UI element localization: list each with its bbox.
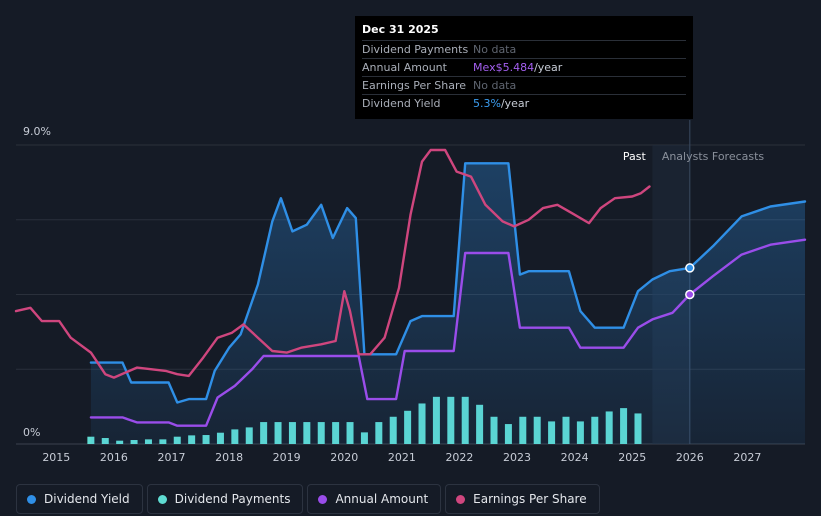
tooltip-unit: /year	[534, 61, 563, 74]
legend-dot-icon	[157, 494, 167, 504]
forecast-label: Analysts Forecasts	[662, 150, 765, 163]
past-label: Past	[623, 150, 647, 163]
x-tick-label: 2020	[330, 451, 358, 464]
dividend-yield-line	[89, 162, 807, 404]
tooltip-label: Earnings Per Share	[362, 79, 467, 92]
x-tick-label: 2026	[676, 451, 704, 464]
x-tick-label: 2024	[561, 451, 589, 464]
y-tick-label: 9.0%	[23, 125, 51, 138]
tooltip-label: Dividend Payments	[362, 43, 469, 56]
tooltip-value: No data	[473, 79, 517, 92]
tooltip-value: Mex$5.484	[473, 61, 535, 74]
tooltip-label: Annual Amount	[362, 61, 447, 74]
x-tick-label: 2018	[215, 451, 243, 464]
x-tick-label: 2025	[618, 451, 646, 464]
x-tick-label: 2022	[445, 451, 473, 464]
legend: Dividend Yield Dividend Payments Annual …	[16, 484, 600, 514]
x-tick-label: 2016	[100, 451, 128, 464]
tooltip-date: Dec 31 2025	[362, 23, 439, 36]
x-tick-label: 2021	[388, 451, 416, 464]
tooltip-label: Dividend Yield	[362, 97, 441, 110]
legend-label: Annual Amount	[335, 492, 429, 506]
tooltip-row-earnings-per-share: Earnings Per Share No data	[362, 76, 686, 94]
x-tick-label: 2017	[157, 451, 185, 464]
tooltip-row-annual-amount: Annual Amount Mex$5.484/year	[362, 58, 686, 76]
legend-label: Dividend Yield	[44, 492, 130, 506]
x-tick-label: 2027	[733, 451, 761, 464]
tooltip-row-dividend-payments: Dividend Payments No data	[362, 40, 686, 58]
tooltip: Dec 31 2025 Dividend Payments No data An…	[355, 16, 693, 119]
dividend-yield-area	[90, 163, 805, 445]
legend-label: Dividend Payments	[174, 492, 291, 506]
legend-item-annual-amount[interactable]: Annual Amount	[307, 484, 442, 514]
dividend-yield-marker	[685, 263, 695, 273]
y-tick-label: 0%	[23, 426, 40, 439]
legend-item-dividend-payments[interactable]: Dividend Payments	[146, 484, 304, 514]
legend-dot-icon	[27, 494, 36, 504]
legend-dot-icon	[318, 494, 328, 504]
legend-item-dividend-yield[interactable]: Dividend Yield	[16, 484, 143, 514]
annual-amount-marker	[685, 289, 695, 300]
tooltip-row-dividend-yield: Dividend Yield 5.3%/year	[362, 94, 686, 112]
tooltip-value: No data	[473, 43, 517, 56]
legend-label: Earnings Per Share	[473, 492, 587, 506]
annual-amount-line	[89, 238, 807, 427]
x-tick-label: 2015	[42, 451, 70, 464]
tooltip-value: 5.3%	[473, 97, 501, 110]
legend-dot-icon	[456, 494, 466, 504]
earnings-per-share-line	[14, 148, 651, 379]
x-tick-label: 2023	[503, 451, 531, 464]
tooltip-unit: /year	[500, 97, 530, 110]
x-tick-label: 2019	[273, 451, 301, 464]
dividend-payments-bar	[87, 436, 95, 444]
legend-item-earnings-per-share[interactable]: Earnings Per Share	[445, 484, 600, 514]
